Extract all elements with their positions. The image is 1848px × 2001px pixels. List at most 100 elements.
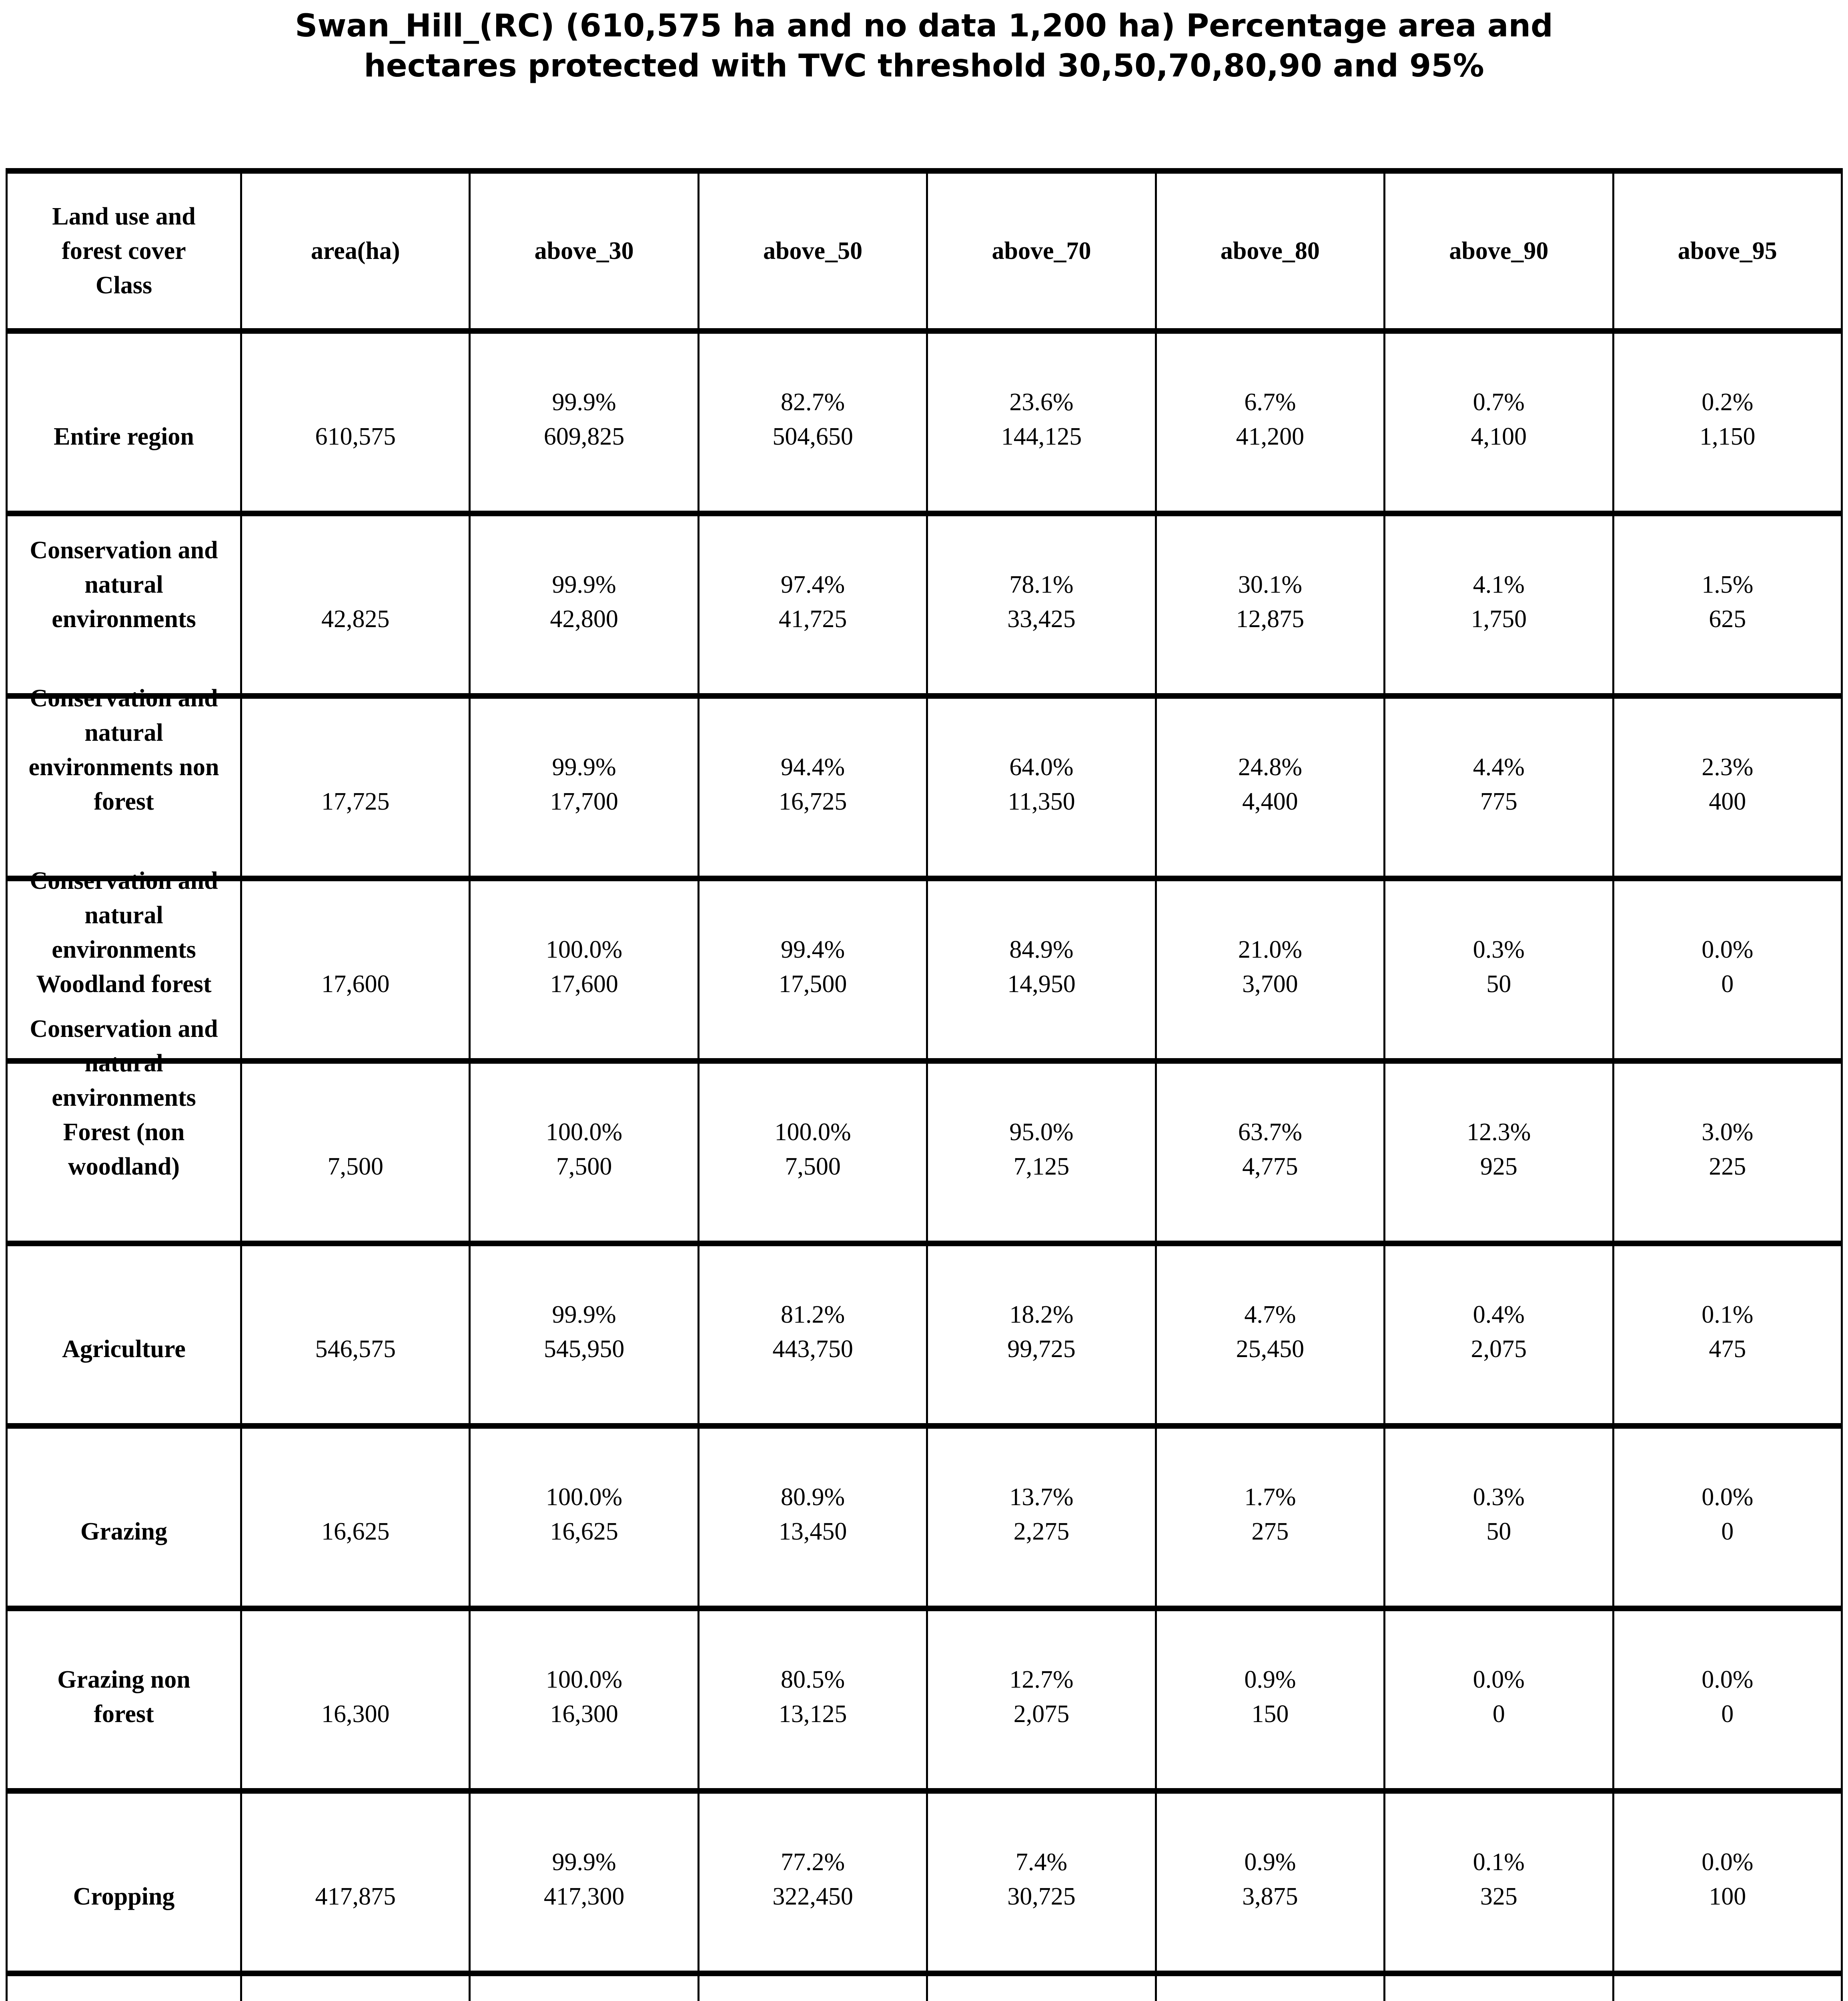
percent-value: 99.4%: [780, 936, 845, 963]
threshold-values: 99.9% 42,800: [475, 567, 693, 636]
threshold-cell: 0.0% 0: [1614, 881, 1843, 1064]
percent-value: 78.1%: [1009, 571, 1074, 598]
area-ha-cell: 7,500: [242, 1064, 471, 1246]
row-label-cell: Entire region: [8, 334, 242, 516]
threshold-values: 0.2% 1,150: [1618, 385, 1837, 454]
area-ha-value: 610,575: [315, 423, 396, 450]
threshold-cell: 97.4% 41,725: [699, 516, 928, 699]
area-ha-value: 417,875: [315, 1883, 396, 1910]
hectares-value: 775: [1480, 788, 1517, 815]
threshold-cell: 100.0% 7,500: [699, 1064, 928, 1246]
threshold-values: 24.8% 4,400: [1161, 750, 1379, 819]
area-ha-value: 16,625: [321, 1518, 390, 1545]
percent-value: 100.0%: [546, 1666, 623, 1693]
threshold-cell: 0.9% 150: [1157, 1611, 1386, 1794]
area-ha-value: 7,500: [327, 1153, 383, 1180]
threshold-values: 4.4% 775: [1389, 750, 1608, 819]
percent-value: 0.3%: [1473, 1484, 1525, 1511]
hectares-value: 325: [1480, 1883, 1517, 1910]
hectares-value: 33,425: [1007, 606, 1076, 633]
threshold-values: 100.0% 17,600: [475, 932, 693, 1001]
hectares-value: 13,450: [778, 1518, 847, 1545]
threshold-cell: 3.0% 225: [1614, 1064, 1843, 1246]
percent-value: 4.7%: [1244, 1301, 1296, 1328]
percent-value: 80.5%: [780, 1666, 845, 1693]
row-label-cell: Conservation and natural environments Fo…: [8, 1015, 242, 1246]
hectares-value: 625: [1709, 606, 1746, 633]
hectares-value: 16,300: [550, 1700, 618, 1728]
threshold-values: 7.4% 30,725: [932, 1845, 1150, 1914]
threshold-cell: 1.7% 275: [1157, 1429, 1386, 1611]
threshold-cell: 80.9% 13,450: [699, 1429, 928, 1611]
threshold-values: 1.5% 625: [1618, 567, 1837, 636]
hectares-value: 0: [1721, 970, 1734, 998]
percent-value: 0.1%: [1702, 1301, 1754, 1328]
threshold-cell: 100.0% 16,625: [471, 1429, 700, 1611]
hectares-value: 2,275: [1013, 1518, 1070, 1545]
threshold-values: 0.4% 2,075: [1389, 1297, 1608, 1366]
threshold-values: 12.3% 925: [1389, 1115, 1608, 1184]
area-ha-cell: 16,625: [242, 1429, 471, 1611]
percent-value: 81.2%: [780, 1301, 845, 1328]
threshold-cell: 99.9% 17,700: [471, 699, 700, 881]
percent-value: 63.7%: [1238, 1119, 1302, 1146]
hectares-value: 14,950: [1007, 970, 1076, 998]
land-use-tvc-table: Land use and forest cover Class area(ha) a…: [6, 168, 1843, 2001]
threshold-values: 4.7% 25,450: [1161, 1297, 1379, 1366]
threshold-cell: 81.2% 443,750: [699, 1246, 928, 1429]
row-label-cell: Cropping: [8, 1794, 242, 1976]
hectares-value: 475: [1709, 1335, 1746, 1363]
row-label-cell: Conservation and natural environments no…: [8, 685, 242, 881]
percent-value: 24.8%: [1238, 754, 1302, 781]
hectares-value: 17,600: [550, 970, 618, 998]
row-label: Conservation and natural environments Fo…: [30, 1015, 218, 1180]
threshold-cell: 99.9% 609,825: [471, 334, 700, 516]
area-ha-cell: 546,575: [242, 1246, 471, 1429]
column-header-land-use-class: Land use and forest cover Class: [8, 174, 242, 334]
percent-value: 21.0%: [1238, 936, 1302, 963]
hectares-value: 2,075: [1471, 1335, 1527, 1363]
percent-value: 12.3%: [1467, 1119, 1531, 1146]
hectares-value: 3,875: [1242, 1883, 1298, 1910]
threshold-cell: 94.4% 16,725: [699, 699, 928, 881]
threshold-cell: 99.9% 545,950: [471, 1246, 700, 1429]
percent-value: 0.9%: [1244, 1666, 1296, 1693]
percent-value: 4.1%: [1473, 571, 1525, 598]
threshold-cell: 7.4% 30,725: [928, 1794, 1157, 1976]
threshold-values: 100.0% 7,500: [475, 1115, 693, 1184]
threshold-cell: 24.8% 4,400: [1157, 699, 1386, 881]
hectares-value: 545,950: [543, 1335, 625, 1363]
threshold-cell: 99.9% 42,800: [471, 516, 700, 699]
row-label-cell: Conservation and natural environments: [8, 516, 242, 699]
threshold-values: 1.7% 275: [1161, 1480, 1379, 1549]
threshold-cell: 77.2% 322,450: [699, 1794, 928, 1976]
threshold-values: 3.0% 225: [1618, 1115, 1837, 1184]
threshold-cell: 30.1% 12,875: [1157, 516, 1386, 699]
threshold-values: 100.0% 16,625: [475, 1480, 693, 1549]
percent-value: 0.4%: [1473, 1301, 1525, 1328]
hectares-value: 7,500: [556, 1153, 612, 1180]
percent-value: 100.0%: [546, 1484, 623, 1511]
row-label: Conservation and natural environments Wo…: [30, 867, 218, 998]
column-header-above-80: above_80: [1157, 174, 1386, 334]
area-ha-value: 42,825: [321, 606, 390, 633]
area-ha-cell: 17,600: [242, 881, 471, 1064]
hectares-value: 144,125: [1001, 423, 1082, 450]
hectares-value: 7,125: [1013, 1153, 1070, 1180]
threshold-values: 6.7% 41,200: [1161, 385, 1379, 454]
area-ha-cell: 42,825: [242, 516, 471, 699]
threshold-cell: 0.9% 3,875: [1157, 1794, 1386, 1976]
area-ha-cell: 417,875: [242, 1794, 471, 1976]
hectares-value: 42,800: [550, 606, 618, 633]
percent-value: 80.9%: [780, 1484, 845, 1511]
area-ha-value: 16,300: [321, 1700, 390, 1728]
row-label: Agriculture: [62, 1335, 186, 1363]
threshold-cell: 100.0% 17,600: [471, 881, 700, 1064]
hectares-value: 504,650: [772, 423, 853, 450]
hectares-value: 30,725: [1007, 1883, 1076, 1910]
threshold-values: 21.0% 3,700: [1161, 932, 1379, 1001]
threshold-values: 0.0% 0: [1618, 932, 1837, 1001]
percent-value: 4.4%: [1473, 754, 1525, 781]
percent-value: 13.7%: [1009, 1484, 1074, 1511]
percent-value: 0.2%: [1702, 389, 1754, 416]
